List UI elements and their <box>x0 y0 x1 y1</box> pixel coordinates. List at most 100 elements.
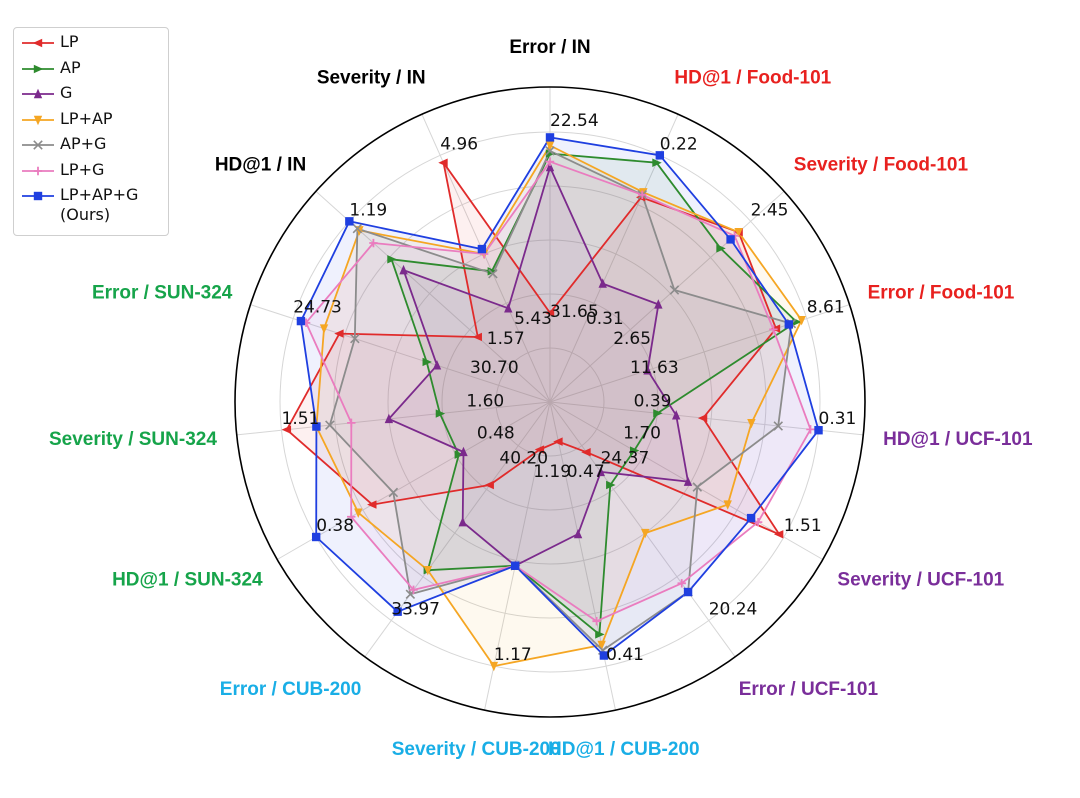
series-point <box>734 227 743 238</box>
series-point <box>581 448 591 457</box>
legend-label: LP <box>60 32 79 51</box>
axis-label: Severity / IN <box>317 68 426 89</box>
legend-swatch <box>22 140 54 150</box>
series-point <box>311 532 321 542</box>
series-lines <box>285 136 820 667</box>
legend-label: G <box>60 83 73 102</box>
series-point <box>347 418 356 428</box>
legend-item: G <box>14 83 168 109</box>
legend: LP AP G LP+AP AP+G LP+G LP+AP+G (Ours) <box>13 27 169 236</box>
tick-label-inner: 0.48 <box>477 424 515 444</box>
series-point <box>459 446 468 457</box>
tick-label-inner: 1.70 <box>623 424 661 444</box>
series-point <box>325 420 335 430</box>
series-point <box>655 151 665 160</box>
legend-item: LP <box>14 32 168 58</box>
series-point <box>654 299 663 309</box>
series-line <box>285 161 781 536</box>
series-point <box>384 413 394 424</box>
series-point <box>545 133 555 142</box>
series-point <box>354 508 363 518</box>
series-point <box>598 278 607 288</box>
series-point <box>545 157 555 166</box>
series-fill <box>286 162 780 535</box>
axis-label: Error / CUB-200 <box>220 679 362 700</box>
tick-label-outer: 2.45 <box>751 200 789 220</box>
series-fill <box>306 161 811 622</box>
axis-label: Severity / SUN-324 <box>49 429 217 450</box>
tick-label-inner: 2.65 <box>613 329 651 349</box>
series-point <box>347 512 356 521</box>
legend-swatch <box>22 88 54 99</box>
axis-label: HD@1 / UCF-101 <box>883 429 1033 450</box>
radar-frame <box>234 86 866 718</box>
series-point <box>345 217 354 226</box>
series-line <box>387 166 689 567</box>
series-point <box>784 320 794 329</box>
series-point <box>669 285 680 295</box>
tick-label-outer: 1.17 <box>494 645 532 665</box>
tick-label-outer: 0.41 <box>606 645 644 665</box>
tick-labels: 31.65 22.54 0.31 0.22 2.65 2.45 11.63 8.61 0.39 0… <box>282 111 857 665</box>
tick-label-outer: 22.54 <box>550 111 599 131</box>
legend-item: LP+AP+G (Ours) <box>14 185 168 231</box>
axis-label: Error / SUN-324 <box>92 282 233 303</box>
series-point <box>773 421 784 431</box>
series-point <box>393 607 402 616</box>
series-point <box>545 161 555 172</box>
axis-label: Error / IN <box>509 37 590 58</box>
series-point <box>573 528 583 539</box>
series-point <box>723 500 732 510</box>
series-point <box>697 413 708 423</box>
tick-label-inner: 24.37 <box>601 449 650 469</box>
series-line <box>390 152 798 636</box>
series-line <box>299 136 820 657</box>
series-point <box>683 476 693 486</box>
tick-label-outer: 0.22 <box>660 134 698 154</box>
series-point <box>319 324 329 334</box>
series-point <box>629 446 640 455</box>
axis-label: HD@1 / CUB-200 <box>548 739 700 760</box>
series-point <box>352 223 363 234</box>
series-point <box>484 480 494 490</box>
tick-label-outer: 0.38 <box>316 516 354 536</box>
series-point <box>553 437 563 446</box>
legend-swatch <box>22 166 54 175</box>
tick-label-outer: 1.51 <box>784 516 822 536</box>
tick-label-outer: 1.19 <box>349 200 387 220</box>
axis-label: HD@1 / Food-101 <box>674 68 831 89</box>
tick-label-inner: 0.47 <box>567 462 605 482</box>
axis-label: Severity / Food-101 <box>794 155 969 176</box>
legend-label: AP+G <box>60 134 107 153</box>
series-point <box>716 244 726 253</box>
series-markers <box>281 133 823 672</box>
series-point <box>488 268 498 279</box>
series-fill <box>329 150 792 651</box>
series-point <box>753 517 763 527</box>
series-point <box>653 409 663 418</box>
series-point <box>683 587 693 597</box>
series-point <box>387 255 397 264</box>
series-point <box>595 630 605 639</box>
series-point <box>334 329 344 338</box>
tick-label-outer: 0.31 <box>819 409 857 429</box>
series-point <box>773 530 784 539</box>
legend-item: AP+G <box>14 134 168 160</box>
axis-label: Error / UCF-101 <box>739 679 879 700</box>
series-point <box>296 316 306 326</box>
series-point <box>652 158 662 167</box>
series-point <box>746 513 756 523</box>
tick-label-outer: 20.24 <box>709 599 758 619</box>
series-point <box>399 264 408 275</box>
series-point <box>504 303 513 313</box>
series-point <box>747 418 756 429</box>
axis-label: HD@1 / IN <box>215 155 306 176</box>
tick-label-outer: 24.73 <box>293 298 342 318</box>
series-point <box>458 516 467 527</box>
legend-swatch <box>22 115 54 125</box>
axis-label: HD@1 / SUN-324 <box>112 570 263 591</box>
series-point <box>367 500 377 509</box>
series-point <box>597 640 606 651</box>
series-point <box>534 445 545 454</box>
